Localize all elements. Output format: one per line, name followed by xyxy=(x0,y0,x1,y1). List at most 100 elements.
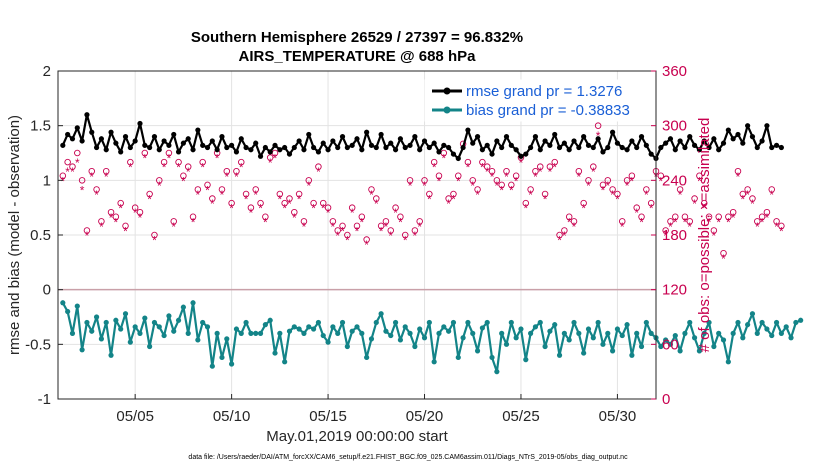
rmse-point xyxy=(147,144,153,151)
bias-point xyxy=(296,326,302,332)
rmse-point xyxy=(595,136,601,142)
obs-possible-point xyxy=(623,177,631,184)
bias-point xyxy=(658,343,664,350)
obs-possible-point xyxy=(93,186,100,193)
obs-possible-point xyxy=(122,222,129,230)
bias-point xyxy=(93,314,100,320)
bias-point xyxy=(798,317,804,323)
rmse-point xyxy=(185,136,191,142)
bias-point xyxy=(609,348,616,354)
obs-assimilated-point: * xyxy=(557,234,562,248)
rmse-point xyxy=(209,138,215,144)
rmse-point xyxy=(219,134,225,140)
bias-point xyxy=(773,319,780,326)
y-right-tick-label: 300 xyxy=(662,118,687,135)
bias-point xyxy=(166,313,172,319)
bias-point xyxy=(788,335,794,341)
rmse-point xyxy=(619,144,625,151)
rmse-point xyxy=(175,149,182,155)
obs-possible-point xyxy=(537,163,544,170)
obs-possible-point xyxy=(479,158,486,166)
obs-possible-point xyxy=(532,167,539,175)
obs-assimilated-point: * xyxy=(258,202,263,216)
rmse-point xyxy=(349,142,355,148)
rmse-point xyxy=(330,138,336,144)
obs-assimilated-point: * xyxy=(591,165,596,179)
obs-possible-point xyxy=(686,218,694,225)
bias-point xyxy=(730,330,736,336)
obs-possible-point xyxy=(204,181,211,189)
obs-assimilated-point: * xyxy=(736,170,741,184)
rmse-point xyxy=(532,134,539,140)
obs-possible-point xyxy=(107,208,115,216)
obs-assimilated-point: * xyxy=(398,215,403,229)
obs-assimilated-point: * xyxy=(658,174,663,188)
obs-assimilated-point: * xyxy=(634,206,639,220)
bias-point xyxy=(175,317,182,323)
rmse-point xyxy=(749,134,756,140)
obs-assimilated-point: * xyxy=(620,220,625,234)
y-right-tick-label: 120 xyxy=(662,282,687,299)
rmse-point xyxy=(667,136,674,142)
bias-point xyxy=(735,319,741,326)
rmse-point xyxy=(663,140,669,146)
bias-point xyxy=(392,319,399,326)
rmse-point xyxy=(716,147,722,153)
obs-possible-point xyxy=(59,172,67,180)
rmse-point xyxy=(585,142,592,148)
obs-assimilated-point: * xyxy=(224,170,229,184)
rmse-point xyxy=(643,142,649,148)
bias-point xyxy=(720,337,727,343)
bias-point xyxy=(537,319,543,326)
obs-assimilated-point: * xyxy=(181,174,186,188)
rmse-point xyxy=(576,144,582,151)
rmse-point xyxy=(745,123,751,129)
bias-point xyxy=(306,324,312,330)
obs-possible-point xyxy=(681,213,689,221)
obs-possible-point xyxy=(324,204,332,211)
rmse-point xyxy=(325,147,331,153)
bias-point xyxy=(238,330,244,336)
rmse-point xyxy=(339,134,346,140)
obs-possible-point xyxy=(136,208,144,216)
obs-assimilated-point: * xyxy=(89,170,94,184)
bias-point xyxy=(233,326,240,332)
bias-point xyxy=(161,332,167,339)
obs-possible-point xyxy=(676,186,684,193)
bias-point xyxy=(156,324,162,330)
x-tick-label: 05/05 xyxy=(116,408,154,425)
bias-point xyxy=(320,332,326,339)
rmse-point xyxy=(118,149,124,155)
rmse-point xyxy=(229,142,235,148)
obs-assimilated-point: * xyxy=(538,165,543,179)
rmse-point xyxy=(190,147,196,153)
obs-possible-point xyxy=(768,186,775,193)
rmse-point xyxy=(754,144,760,151)
obs-possible-point xyxy=(618,218,626,225)
obs-possible-point xyxy=(160,158,168,166)
obs-assimilated-point: * xyxy=(94,188,99,202)
obs-possible-point xyxy=(88,167,96,175)
rmse-point xyxy=(672,147,678,153)
bias-point xyxy=(605,330,611,336)
obs-assimilated-point: * xyxy=(157,179,162,193)
obs-assimilated-point: * xyxy=(519,156,524,170)
bias-point xyxy=(634,330,640,336)
obs-assimilated-point: * xyxy=(393,206,398,220)
obs-assimilated-point: * xyxy=(673,215,678,229)
bias-point xyxy=(552,322,558,328)
legend-rmse-marker xyxy=(443,87,451,95)
obs-possible-point xyxy=(508,181,515,189)
bias-point xyxy=(745,322,751,328)
obs-assimilated-point: * xyxy=(176,161,181,175)
bias-point xyxy=(291,324,297,330)
rmse-point xyxy=(291,144,297,151)
bias-point xyxy=(754,330,760,336)
obs-possible-point xyxy=(175,158,182,166)
rmse-point xyxy=(474,134,481,140)
y-left-tick-label: 0.5 xyxy=(30,227,51,244)
obs-assimilated-point: * xyxy=(441,152,446,166)
rmse-point xyxy=(759,138,765,144)
rmse-point xyxy=(696,147,703,153)
x-tick-label: 05/25 xyxy=(502,408,540,425)
